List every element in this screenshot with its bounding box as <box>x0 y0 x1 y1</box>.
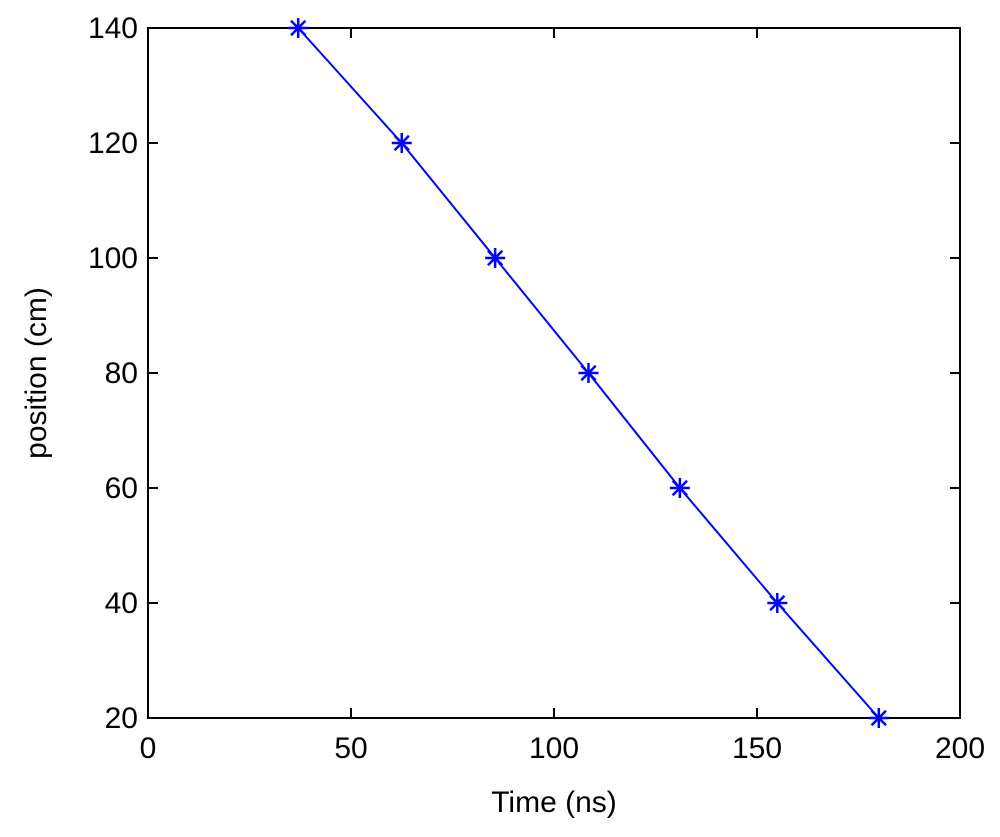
data-point-marker <box>767 593 788 613</box>
x-axis-ticks: 0 50 100 150 200 <box>140 28 985 765</box>
data-point-marker <box>578 363 599 383</box>
y-tick-label: 100 <box>88 242 138 275</box>
data-point-marker <box>868 708 889 728</box>
y-tick-label: 60 <box>105 472 138 505</box>
y-axis-ticks: 20 40 60 80 100 120 140 <box>88 12 960 735</box>
x-axis-label: Time (ns) <box>491 786 617 819</box>
x-tick-label: 200 <box>935 732 985 765</box>
plot-area <box>147 27 961 719</box>
y-axis-label: position (cm) <box>20 287 53 459</box>
data-point-marker <box>288 18 309 38</box>
data-point-marker <box>669 478 690 498</box>
y-tick-label: 120 <box>88 127 138 160</box>
y-tick-label: 40 <box>105 587 138 620</box>
x-tick-label: 50 <box>334 732 367 765</box>
series-layer <box>288 18 889 728</box>
x-tick-label: 150 <box>732 732 782 765</box>
y-tick-label: 80 <box>105 357 138 390</box>
x-tick-label: 0 <box>140 732 157 765</box>
y-tick-label: 140 <box>88 12 138 45</box>
data-point-marker <box>485 248 506 268</box>
x-tick-label: 100 <box>529 732 579 765</box>
data-point-marker <box>391 133 412 153</box>
y-tick-label: 20 <box>105 702 138 735</box>
